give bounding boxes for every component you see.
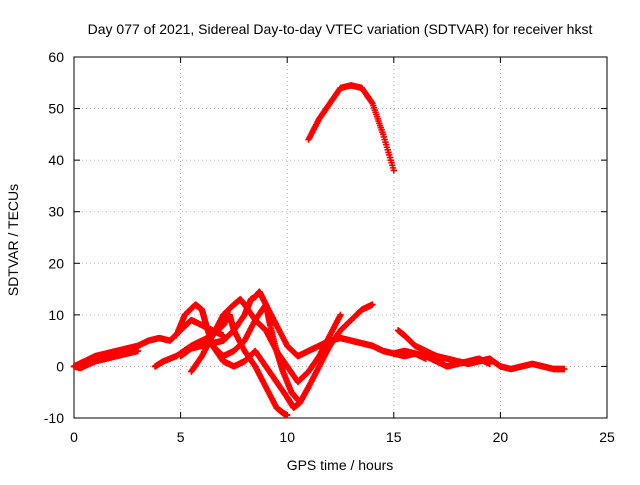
series-10 [390,347,493,370]
x-tick-label: 10 [279,429,295,445]
data-point [369,301,376,308]
plot-frame [73,56,608,419]
data-point [284,412,291,419]
axis-layer [73,56,608,419]
x-tick-label: 5 [177,429,185,445]
data-point [134,347,142,355]
data-point [337,311,344,319]
series-8 [305,82,397,174]
x-tick-label: 20 [493,429,509,445]
y-tick-label: 0 [56,358,64,374]
data-point [561,365,568,373]
data-point [390,167,397,174]
y-tick-label: 20 [48,255,64,271]
x-tick-label: 25 [599,429,615,445]
y-tick-label: 60 [48,49,64,65]
tick-layer: 0 5 10 15 20 25 -10 0 10 20 30 40 50 60 [44,49,615,445]
data-point [486,360,493,368]
y-tick-label: 40 [48,152,64,168]
series-2 [70,347,142,372]
y-tick-label: -10 [44,410,64,426]
y-axis-label: SDTVAR / TECUs [5,184,21,296]
y-tick-label: 30 [48,204,64,220]
series-7 [209,301,376,411]
y-tick-label: 50 [48,101,64,117]
chart-title: Day 077 of 2021, Sidereal Day-to-day VTE… [88,21,593,37]
x-tick-label: 0 [70,429,78,445]
x-tick-label: 15 [386,429,402,445]
y-tick-label: 10 [48,307,64,323]
x-axis-label: GPS time / hours [287,457,394,473]
series-layer [70,82,568,419]
